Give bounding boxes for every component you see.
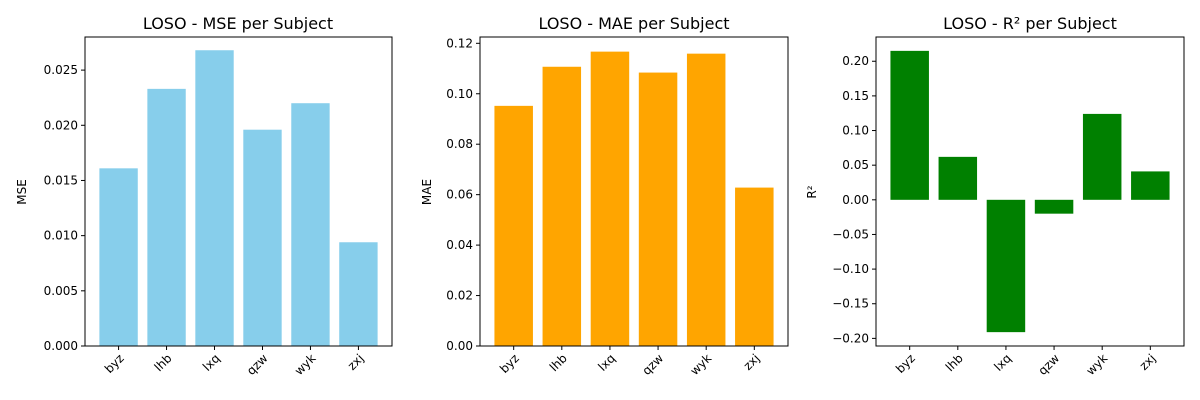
mae-bar-lxq [590,51,630,346]
mse-y-tick-label: 0.005 [44,284,78,298]
mae-bar-lhb [542,66,582,346]
r2-x-tick-label-wyk: wyk [1084,351,1111,378]
mae-y-tick-label: 0.08 [446,137,473,151]
r2-y-tick-label: 0.05 [842,158,869,172]
mse-x-tick-label-qzw: qzw [244,351,271,378]
r2-chart-panel: LOSO - R² per Subject R² −0.20 −0.15 −0.10… [805,14,1185,378]
mse-bar-lhb [147,88,186,347]
mae-bar-byz [494,105,533,346]
mae-x-tick-label-qzw: qzw [639,351,666,378]
r2-y-tick-label: 0.10 [842,124,869,138]
mse-y-tick-label: 0.000 [44,339,78,353]
mse-bar-wyk [291,103,330,347]
r2-y-tick-label: −0.20 [832,331,869,345]
mae-x-tick-label-byz: byz [497,351,522,376]
mae-y-tick-label: 0.10 [446,87,473,101]
mse-x-tick-label-byz: byz [102,351,127,376]
mae-y-tick-label: 0.02 [446,289,473,303]
r2-y-tick-label: 0.15 [842,89,869,103]
mae-y-tick-label: 0.04 [446,238,473,252]
r2-x-tick-label-lxq: lxq [991,351,1014,374]
mae-bar-qzw [638,72,678,346]
r2-y-tick-label: 0.20 [842,54,869,68]
r2-bar-lxq [986,199,1026,333]
mse-y-tick-label: 0.020 [44,118,78,132]
mse-bar-lxq [195,50,234,347]
mae-x-tick-label-lxq: lxq [595,351,618,374]
mae-chart-title: LOSO - MAE per Subject [538,14,729,33]
mse-y-tick-label: 0.010 [44,229,78,243]
mae-y-tick-label: 0.00 [446,339,473,353]
r2-y-axis-label: R² [805,185,819,198]
mae-x-tick-label-zxj: zxj [741,351,763,373]
mse-bar-qzw [243,129,282,346]
mae-chart-panel: LOSO - MAE per Subject MAE 0.00 0.02 0.04 0… [420,14,789,378]
mae-x-tick-label-wyk: wyk [688,351,715,378]
r2-y-tick-label: 0.00 [842,193,869,207]
r2-chart-title: LOSO - R² per Subject [943,14,1117,33]
mse-plot-frame [84,36,393,347]
mae-bar-wyk [686,53,726,347]
mse-y-tick-label: 0.025 [44,63,78,77]
r2-x-tick-label-qzw: qzw [1035,351,1062,378]
r2-bar-zxj [1131,171,1170,200]
mse-bar-byz [99,168,138,346]
mse-chart-panel: LOSO - MSE per Subject MSE 0.000 0.005 0.0… [15,14,393,378]
mse-y-tick-label: 0.015 [44,173,78,187]
mae-plot-frame [479,36,789,347]
mae-y-tick-label: 0.06 [446,188,473,202]
r2-y-tick-label: −0.15 [832,297,869,311]
mse-x-tick-label-zxj: zxj [345,351,367,373]
mse-bar-zxj [339,242,378,346]
r2-x-tick-label-lhb: lhb [943,351,966,374]
r2-x-tick-label-zxj: zxj [1137,351,1159,373]
mae-bar-zxj [735,187,774,346]
r2-bar-lhb [938,156,978,200]
mse-x-tick-label-lxq: lxq [200,351,223,374]
mse-x-tick-label-wyk: wyk [292,351,319,378]
mae-y-tick-label: 0.12 [446,36,473,50]
mae-y-axis-label: MAE [420,179,434,205]
r2-x-tick-label-byz: byz [893,351,918,376]
r2-bar-qzw [1034,199,1074,214]
mse-x-tick-label-lhb: lhb [152,351,175,374]
mse-y-axis-label: MSE [15,179,29,205]
r2-bar-wyk [1082,113,1122,200]
r2-y-tick-label: −0.10 [832,262,869,276]
r2-y-tick-label: −0.05 [832,227,869,241]
r2-bar-byz [890,50,929,200]
r2-plot-frame [875,36,1185,347]
mse-chart-title: LOSO - MSE per Subject [143,14,333,33]
mae-x-tick-label-lhb: lhb [547,351,570,374]
